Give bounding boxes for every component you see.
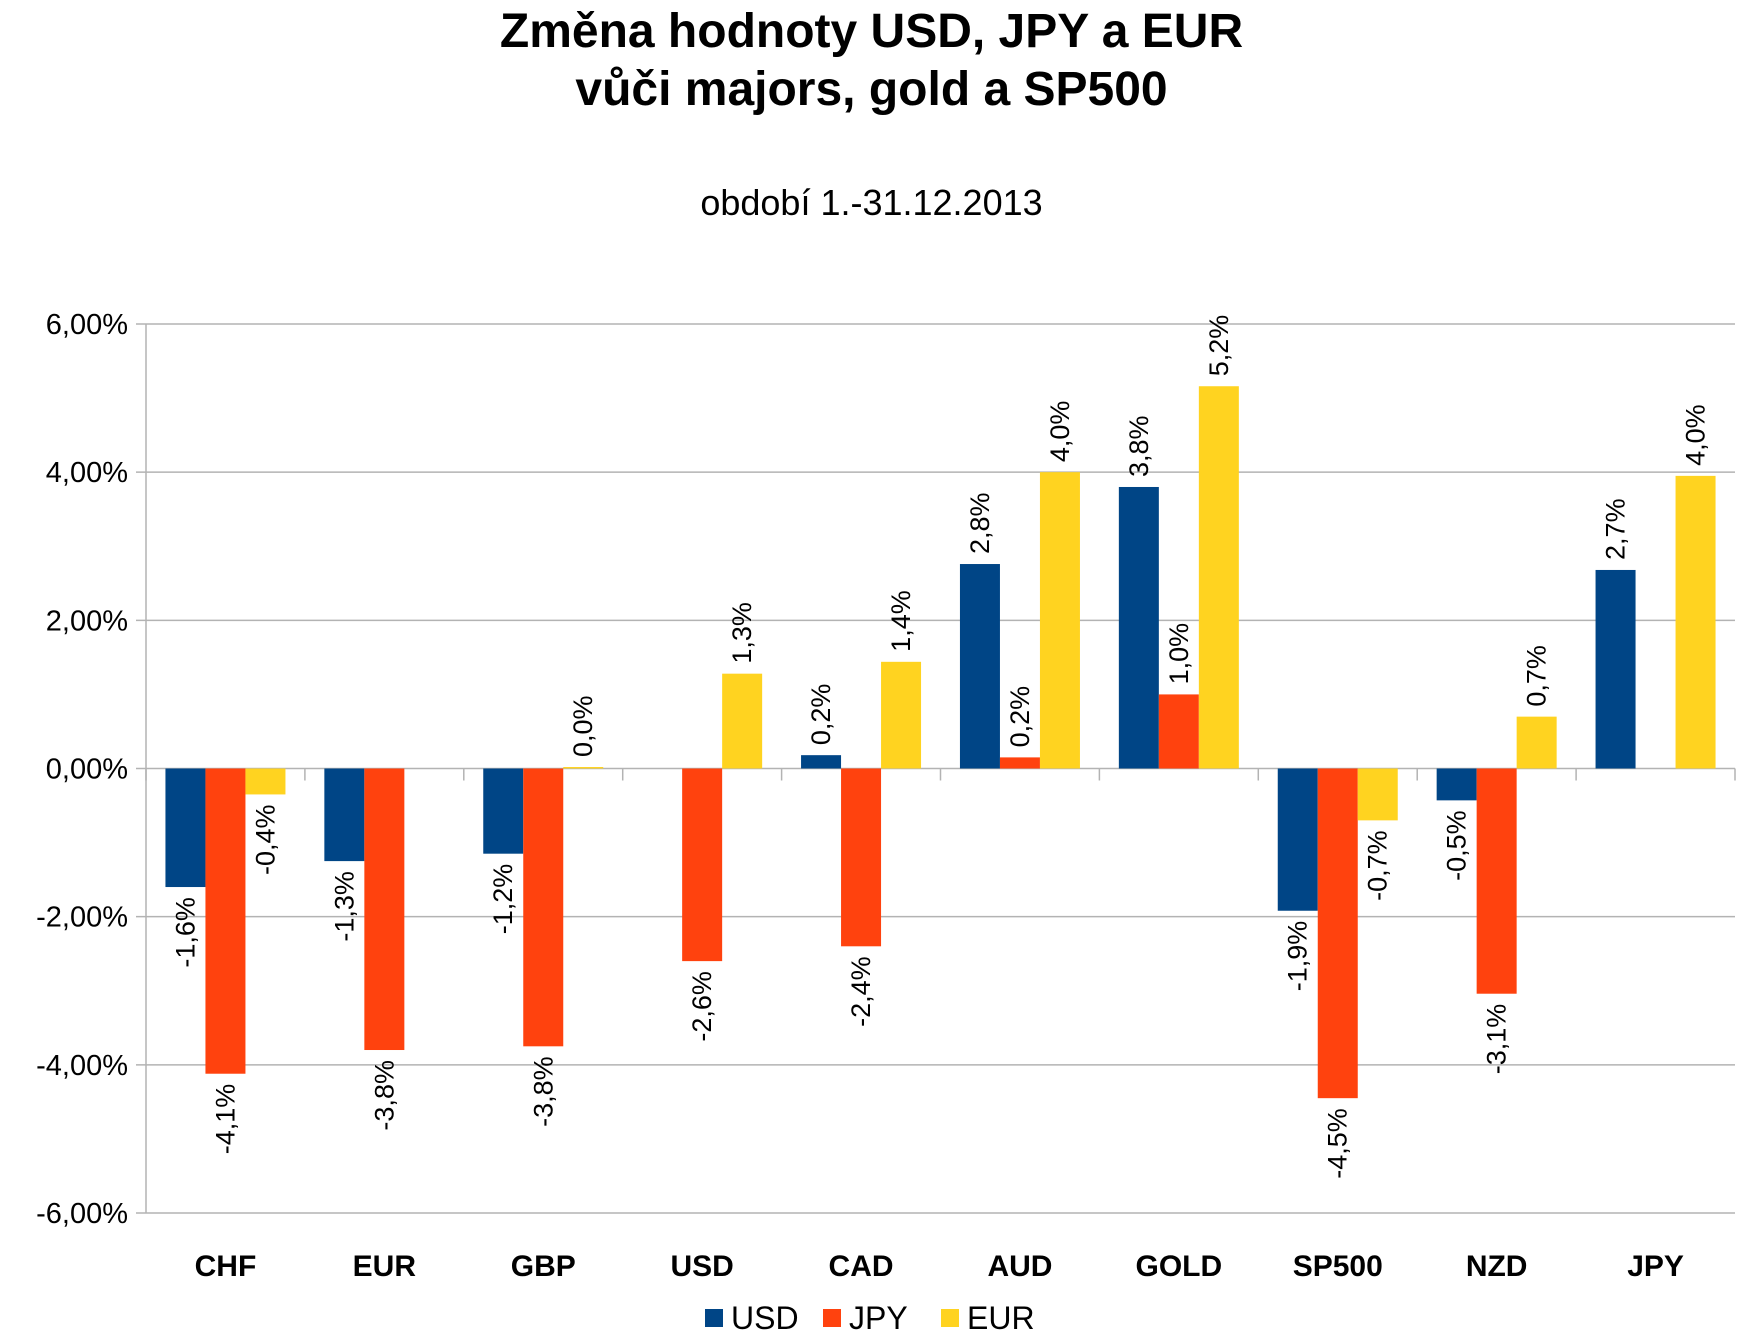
bar-usd-cad: [801, 755, 842, 769]
category-label: SP500: [1293, 1250, 1383, 1283]
data-label: -1,3%: [329, 871, 359, 942]
legend-swatch-eur: [941, 1309, 959, 1327]
category-label: GOLD: [1136, 1250, 1223, 1283]
data-label: 1,4%: [886, 590, 916, 652]
chart-title-line-2: vůči majors, gold a SP500: [575, 63, 1168, 116]
bar-eur-gbp: [563, 767, 604, 769]
bar-usd-gbp: [483, 768, 524, 854]
data-label: 3,8%: [1124, 415, 1154, 477]
category-label: AUD: [987, 1250, 1052, 1283]
y-tick-label: 6,00%: [46, 309, 128, 341]
category-label: USD: [670, 1250, 733, 1283]
bar-eur-usd: [722, 673, 763, 769]
bar-usd-nzd: [1436, 768, 1477, 801]
legend-swatch-usd: [705, 1309, 723, 1327]
category-label: EUR: [353, 1250, 417, 1283]
bar-usd-jpy: [1595, 569, 1636, 769]
data-label: -2,6%: [687, 971, 717, 1042]
data-label: -0,4%: [250, 804, 280, 875]
chart-subtitle: období 1.-31.12.2013: [700, 182, 1043, 223]
bar-jpy-sp500: [1317, 768, 1358, 1099]
data-label: 0,2%: [1005, 686, 1035, 748]
chart-title-line-1: Změna hodnoty USD, JPY a EUR: [499, 5, 1244, 58]
data-label: 0,7%: [1522, 645, 1552, 707]
bar-eur-aud: [1039, 472, 1080, 769]
category-label: CAD: [829, 1250, 894, 1283]
bar-usd-sp500: [1277, 768, 1318, 911]
data-label: -0,5%: [1442, 810, 1472, 881]
bar-usd-aud: [959, 564, 1000, 769]
data-label: 1,3%: [727, 602, 757, 664]
data-label: 4,0%: [1681, 404, 1711, 466]
y-tick-label: 0,00%: [46, 754, 128, 786]
legend-label-eur: EUR: [967, 1300, 1035, 1332]
y-tick-label: -4,00%: [36, 1050, 128, 1082]
legend-label-jpy: JPY: [849, 1300, 908, 1332]
bar-eur-cad: [881, 661, 922, 769]
y-tick-label: 4,00%: [46, 457, 128, 489]
bar-jpy-eur: [364, 768, 405, 1051]
legend-label-usd: USD: [731, 1300, 799, 1332]
bar-eur-nzd: [1516, 716, 1557, 769]
bar-jpy-cad: [841, 768, 882, 947]
data-label: -4,1%: [210, 1084, 240, 1155]
bar-usd-chf: [165, 768, 206, 888]
data-label: 5,2%: [1204, 315, 1234, 377]
data-label: -2,4%: [846, 956, 876, 1027]
y-tick-label: -2,00%: [36, 902, 128, 934]
bar-eur-jpy: [1675, 475, 1716, 769]
bar-jpy-chf: [205, 768, 246, 1074]
y-tick-label: -6,00%: [36, 1198, 128, 1230]
bar-eur-sp500: [1357, 768, 1398, 821]
data-label: -1,9%: [1283, 921, 1313, 992]
data-label: -1,6%: [170, 897, 200, 968]
bar-jpy-gold: [1158, 694, 1199, 769]
data-label: 0,2%: [806, 684, 836, 746]
bar-jpy-gbp: [523, 768, 564, 1047]
data-label: -1,2%: [488, 864, 518, 935]
bar-usd-gold: [1118, 486, 1159, 769]
data-label: 2,8%: [965, 492, 995, 554]
data-label: -3,8%: [528, 1056, 558, 1127]
data-label: -0,7%: [1363, 830, 1393, 901]
bar-eur-chf: [245, 768, 286, 795]
data-label: -4,5%: [1323, 1108, 1353, 1179]
bar-eur-gold: [1198, 386, 1239, 769]
category-label: NZD: [1466, 1250, 1528, 1283]
data-label: -3,1%: [1482, 1004, 1512, 1075]
category-label: GBP: [511, 1250, 576, 1283]
data-label: -3,8%: [369, 1060, 399, 1131]
data-label: 1,0%: [1164, 623, 1194, 685]
bar-jpy-aud: [999, 757, 1040, 769]
category-label: CHF: [195, 1250, 257, 1283]
data-label: 2,7%: [1601, 498, 1631, 560]
data-label: 4,0%: [1045, 401, 1075, 463]
y-tick-label: 2,00%: [46, 605, 128, 637]
bar-jpy-usd: [682, 768, 723, 962]
bar-jpy-nzd: [1476, 768, 1517, 994]
data-label: 0,0%: [568, 695, 598, 757]
category-label: JPY: [1627, 1250, 1684, 1283]
legend-swatch-jpy: [823, 1309, 841, 1327]
bar-usd-eur: [324, 768, 365, 862]
